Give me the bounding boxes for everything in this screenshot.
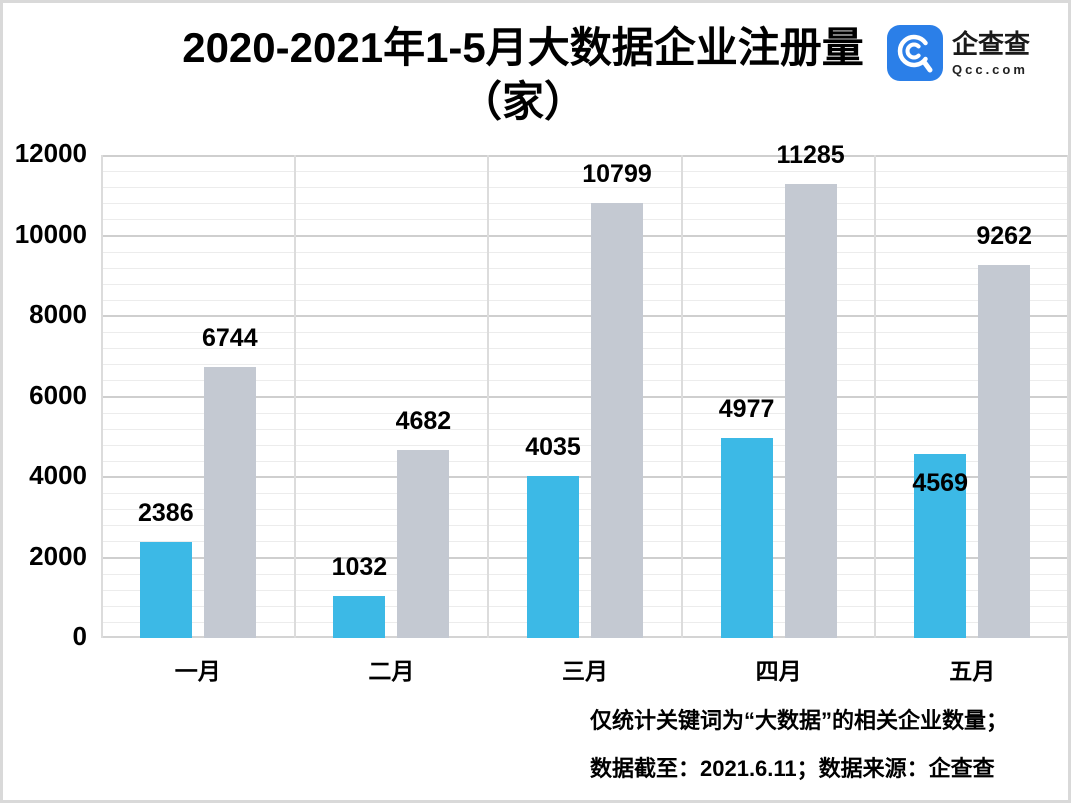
gridline-minor	[101, 267, 1069, 269]
gridline-minor	[101, 332, 1069, 334]
gridline-minor	[101, 460, 1069, 462]
gridline-major	[101, 155, 1069, 157]
gridline-major	[101, 234, 1069, 237]
bar-value-label-2021-一月: 6744	[201, 323, 258, 352]
gridline-minor	[101, 299, 1069, 301]
gridline-minor	[101, 283, 1069, 285]
plot-area: 0 2000 4000 6000 8000 10000 12000 一月 2386 6744 二月 1…	[15, 138, 1069, 684]
bar-2020-五月	[914, 454, 967, 638]
gridline-vertical	[293, 155, 296, 638]
gridline-minor	[101, 525, 1069, 527]
gridline-minor	[101, 380, 1069, 382]
x-axis-line	[101, 636, 1069, 638]
gridline-minor	[101, 621, 1069, 623]
bar-2021-五月	[978, 265, 1031, 638]
gridline-minor	[101, 444, 1069, 446]
qcc-logo-text: 企查查 Qcc.com	[952, 29, 1030, 77]
gridline-minor	[101, 509, 1069, 511]
bar-value-label-2021-四月: 11285	[776, 140, 845, 169]
bar-value-label-2020-二月: 1032	[331, 553, 388, 582]
bar-2020-一月	[139, 541, 192, 638]
gridline-minor	[101, 171, 1069, 173]
y-axis-tick-label: 0	[72, 621, 87, 651]
gridline-minor	[101, 428, 1069, 430]
bar-2021-二月	[397, 449, 450, 638]
gridline-vertical	[874, 155, 877, 638]
bar-2020-三月	[527, 475, 579, 638]
gridline-minor	[101, 219, 1069, 221]
gridline-major	[101, 556, 1069, 559]
chart-title-line2: （家）	[459, 78, 586, 125]
bar-value-label-2020-四月: 4977	[718, 394, 775, 423]
bar-value-label-2021-五月: 9262	[976, 222, 1032, 251]
y-axis-tick-label: 12000	[14, 138, 87, 168]
x-axis-category-label: 四月	[755, 658, 802, 684]
footnote-line2: 数据截至：2021.6.11；数据来源：企查查	[590, 756, 995, 781]
qcc-logo-icon	[887, 25, 943, 81]
x-axis-category-label: 五月	[949, 658, 996, 684]
bar-value-label-2021-二月: 4682	[395, 406, 452, 435]
qcc-logo-icon-square	[887, 25, 943, 81]
bar-2021-四月	[784, 183, 837, 638]
x-axis-category-label: 三月	[562, 658, 608, 684]
gridline-major	[101, 476, 1069, 478]
bar-value-label-2020-三月: 4035	[525, 432, 581, 461]
bar-2021-三月	[591, 203, 643, 638]
gridline-minor	[101, 573, 1069, 575]
gridline-vertical	[487, 155, 490, 638]
qcc-logo-name: 企查查	[952, 29, 1031, 59]
bar-value-label-2021-三月: 10799	[582, 160, 652, 189]
y-axis-tick-label: 4000	[29, 460, 87, 490]
gridline-minor	[101, 203, 1069, 205]
footnote-line1: 仅统计关键词为“大数据”的相关企业数量；	[590, 708, 1009, 733]
gridline-vertical	[101, 155, 103, 638]
gridline-minor	[101, 605, 1069, 607]
gridline-major	[101, 315, 1069, 317]
gridline-minor	[101, 348, 1069, 350]
bar-2021-一月	[203, 366, 256, 638]
gridline-minor	[101, 541, 1069, 543]
bar-value-label-2020-一月: 2386	[138, 498, 194, 527]
gridline-minor	[101, 412, 1069, 414]
x-axis-category-label: 一月	[174, 658, 221, 684]
bar-value-label-2020-五月: 4569	[912, 469, 968, 498]
gridline-major	[101, 395, 1069, 398]
y-axis-tick-label: 8000	[29, 299, 87, 329]
qcc-logo: 企查查 Qcc.com	[887, 25, 1030, 81]
gridline-minor	[101, 251, 1069, 253]
bar-2020-二月	[333, 596, 386, 638]
qcc-logo-domain: Qcc.com	[952, 62, 1028, 77]
y-axis-tick-label: 10000	[14, 218, 87, 249]
gridline-minor	[101, 187, 1069, 189]
x-axis-category-label: 二月	[368, 658, 415, 684]
gridline-minor	[101, 589, 1069, 591]
chart-footnote: 仅统计关键词为“大数据”的相关企业数量； 数据截至：2021.6.11；数据来源…	[590, 697, 1008, 793]
gridline-vertical	[1067, 155, 1069, 638]
gridline-vertical	[680, 155, 683, 638]
y-axis-tick-label: 6000	[29, 379, 87, 410]
gridline-minor	[101, 493, 1069, 495]
bar-2020-四月	[720, 437, 773, 638]
chart-title: 2020-2021年1-5月大数据企业注册量 （家）	[3, 21, 1043, 129]
gridline-minor	[101, 364, 1069, 366]
y-axis-tick-label: 2000	[29, 540, 87, 571]
chart-title-line1: 2020-2021年1-5月大数据企业注册量	[182, 24, 864, 71]
